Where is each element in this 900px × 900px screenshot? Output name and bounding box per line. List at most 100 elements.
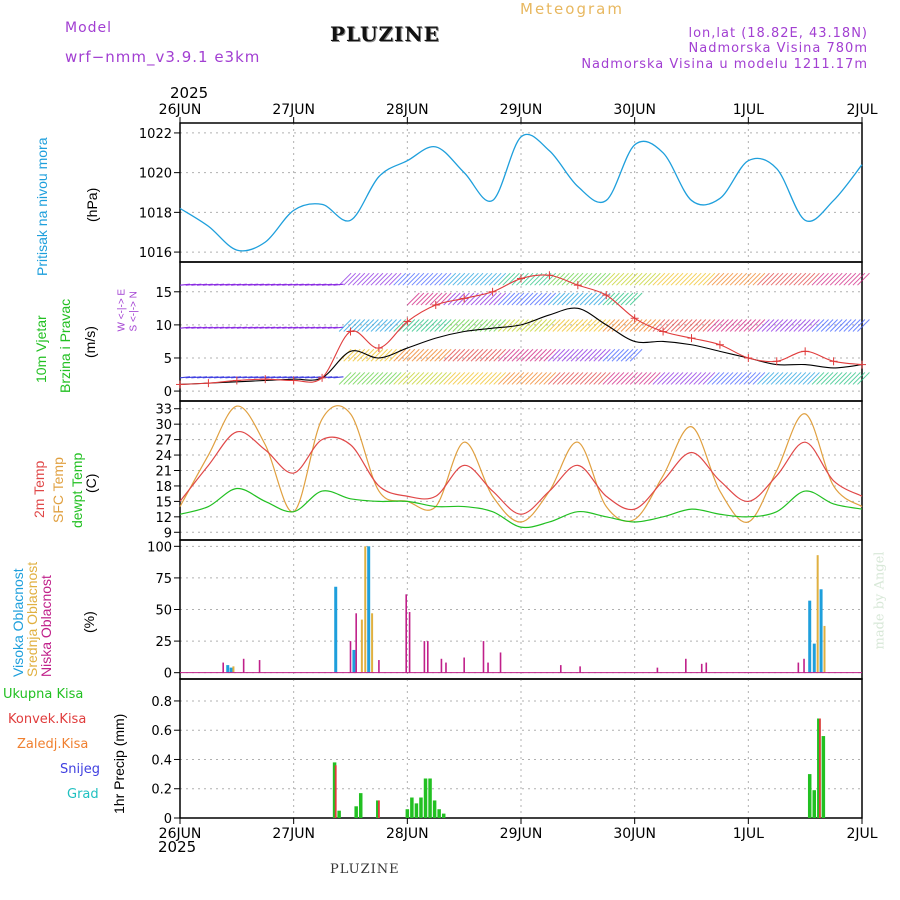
wind-arrow	[638, 272, 652, 286]
wind-arrow	[857, 319, 870, 332]
wind-arrow	[497, 319, 511, 332]
wind-arrow	[552, 292, 566, 306]
wind-arrow	[566, 272, 579, 286]
wind-arrow	[411, 348, 425, 362]
wind-arrow	[597, 272, 611, 286]
wind-arrow	[493, 319, 507, 332]
wind-arrow	[584, 319, 598, 332]
cloud-bar	[812, 643, 816, 673]
x-tick-label-bottom: 29JUN	[500, 826, 543, 842]
wind-arrow	[734, 372, 748, 385]
wind-arrow	[638, 319, 652, 332]
wind-arrow	[411, 319, 425, 332]
wind-arrow	[802, 372, 816, 385]
wind-arrow	[447, 319, 461, 332]
cloud-bar	[559, 665, 562, 673]
wind-arrow	[670, 319, 684, 332]
y-tick-label: 0.6	[151, 724, 172, 739]
wind-arrow	[543, 319, 557, 332]
wind-arrow	[561, 272, 575, 286]
wind-arrow	[370, 272, 384, 286]
precip-bar	[428, 778, 432, 818]
wind-arrow	[370, 348, 384, 362]
wind-arrow	[379, 272, 393, 286]
wind-arrow	[493, 292, 507, 306]
cloud-bar	[440, 658, 443, 673]
wind-arrow	[575, 372, 588, 385]
cloud-bar	[463, 657, 465, 673]
wind-arrow	[607, 319, 620, 332]
wind-arrow	[425, 272, 438, 286]
wind-arrow	[811, 319, 825, 332]
cloud-bar	[656, 667, 659, 673]
y-tick-label: 21	[155, 465, 172, 480]
precip-bar	[378, 800, 380, 818]
y-tick-label: 27	[155, 434, 172, 449]
wind-arrow	[461, 319, 475, 332]
wind-arrow	[488, 372, 502, 385]
wind-arrow	[602, 348, 616, 362]
cloud-bar	[355, 613, 357, 673]
precip-bar	[354, 806, 358, 818]
precip-bar	[405, 809, 410, 818]
wind-arrow	[375, 272, 388, 286]
wind-arrow	[620, 272, 634, 286]
wind-arrow	[429, 272, 443, 286]
wind-arrow	[716, 319, 729, 332]
x-tick-label-bottom: 1JUL	[733, 826, 764, 842]
wind-arrow	[379, 372, 393, 385]
wind-arrow	[461, 292, 475, 306]
wind-arrow	[620, 292, 634, 306]
wind-arrow	[838, 319, 852, 332]
y-tick-label: 0.4	[151, 753, 172, 768]
wind-arrow	[438, 272, 452, 286]
wind-arrow	[616, 292, 629, 306]
wind-arrow	[693, 319, 707, 332]
wind-arrow	[843, 272, 857, 286]
wind-arrow	[597, 319, 611, 332]
wind-arrow	[816, 372, 829, 385]
wind-arrow	[807, 272, 820, 286]
wind-arrow	[666, 319, 679, 332]
wind-arrow	[543, 348, 557, 362]
wind-arrow	[725, 272, 738, 286]
wind-arrow	[647, 372, 661, 385]
wind-arrow	[579, 292, 593, 306]
wind-arrow	[779, 272, 793, 286]
y-tick-label: 0	[164, 667, 172, 682]
wind-arrow	[397, 272, 411, 286]
wind-arrow	[829, 272, 843, 286]
y-tick-label: 1022	[139, 127, 172, 142]
wind-arrow	[416, 272, 429, 286]
wind-arrow	[447, 348, 461, 362]
y-tick-label: 1020	[139, 167, 172, 182]
wind-arrow	[593, 348, 607, 362]
precip-bar	[358, 793, 363, 818]
year-top: 2025	[170, 84, 209, 102]
panel-frame	[179, 678, 863, 819]
wind-arrow	[402, 272, 416, 286]
wind-arrow	[629, 272, 643, 286]
cloud-bar	[378, 660, 380, 673]
cloud-bar	[579, 666, 581, 673]
y-tick-label: 75	[155, 572, 172, 587]
wind-arrow	[393, 372, 407, 385]
wind-arrow	[761, 319, 775, 332]
wind-arrow	[507, 319, 520, 332]
wind-arrow	[466, 292, 479, 306]
wind-arrow	[711, 272, 725, 286]
wind-arrow	[438, 348, 452, 362]
wind-arrow	[693, 372, 707, 385]
wind-arrow	[788, 319, 802, 332]
wind-arrow	[607, 372, 620, 385]
wind-arrow	[561, 372, 575, 385]
wind-arrow	[406, 272, 420, 286]
wind-arrow	[634, 372, 648, 385]
wind-arrow	[597, 372, 611, 385]
wind-arrow	[629, 348, 643, 362]
wind-arrow	[566, 319, 579, 332]
wind-arrow	[443, 292, 457, 306]
wind-arrow	[679, 372, 693, 385]
wind-arrow	[356, 348, 370, 362]
